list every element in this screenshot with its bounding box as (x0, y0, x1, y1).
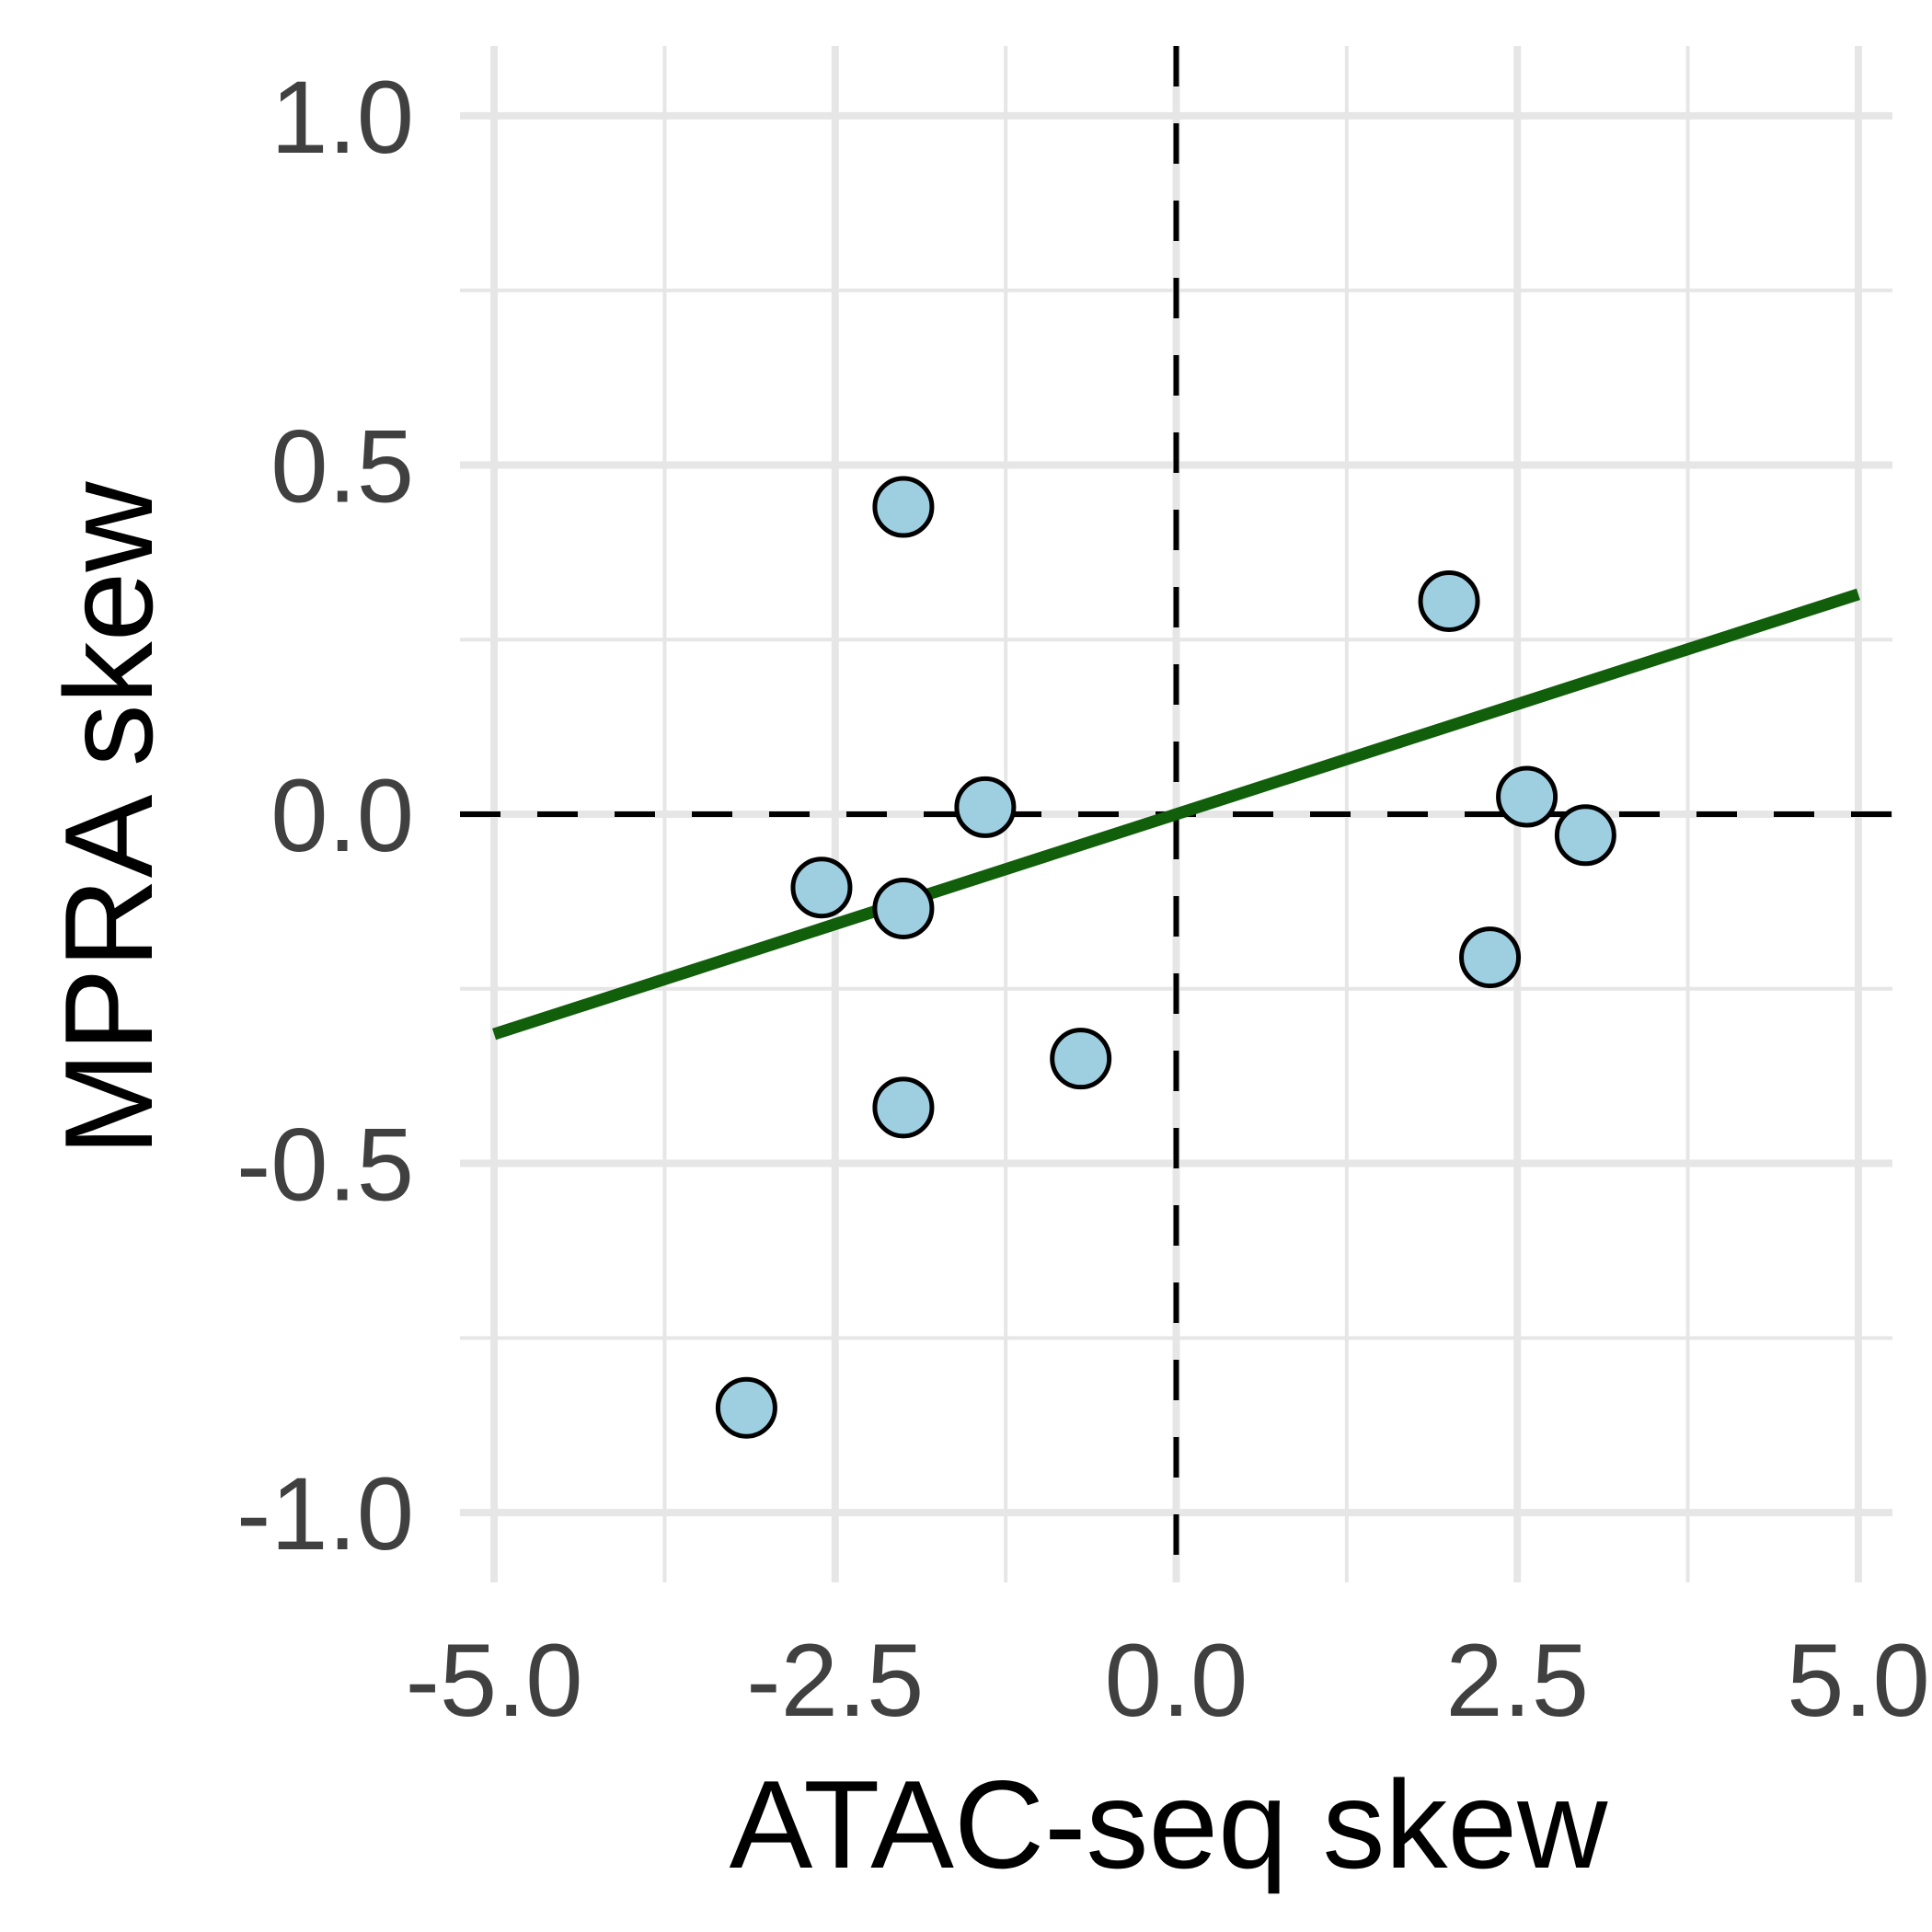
data-points (715, 476, 1616, 1439)
x-tick-label: -5.0 (406, 1623, 583, 1738)
y-tick-label: -1.0 (236, 1456, 414, 1571)
data-point (1496, 765, 1558, 828)
y-tick-label: 1.0 (270, 60, 414, 175)
x-tick-label: 0.0 (1105, 1623, 1248, 1738)
y-axis-tick-labels: -1.0 -0.5 0.0 0.5 1.0 (236, 60, 414, 1571)
x-tick-label: -2.5 (746, 1623, 924, 1738)
x-tick-label: 5.0 (1787, 1623, 1930, 1738)
data-point (954, 776, 1017, 838)
y-tick-label: -0.5 (236, 1108, 414, 1223)
data-point (872, 476, 935, 538)
data-point (715, 1376, 777, 1439)
data-point (1418, 569, 1480, 632)
y-tick-label: 0.0 (270, 758, 414, 873)
data-point (1050, 1028, 1112, 1090)
x-axis-tick-labels: -5.0 -2.5 0.0 2.5 5.0 (406, 1623, 1930, 1738)
trend-line (492, 588, 1860, 1041)
trend-line-group (492, 588, 1860, 1041)
x-tick-label: 2.5 (1445, 1623, 1589, 1738)
y-tick-label: 0.5 (270, 408, 414, 523)
data-point (872, 1076, 935, 1139)
data-point (872, 877, 935, 939)
data-point (1459, 926, 1522, 989)
x-axis-title: ATAC-seq skew (730, 1754, 1609, 1894)
data-point (1554, 804, 1616, 867)
y-axis-title: MPRA skew (39, 481, 178, 1156)
data-point (790, 857, 853, 919)
